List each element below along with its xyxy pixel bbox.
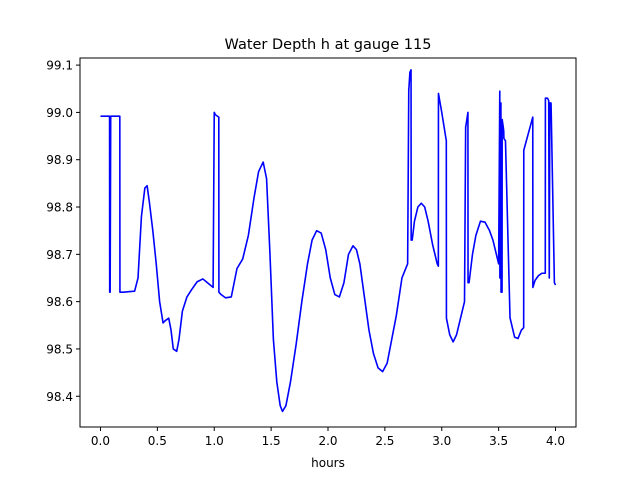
x-tick-label: 2.5 [375, 434, 394, 448]
x-tick-label: 1.0 [205, 434, 224, 448]
x-axis-ticks: 0.0 0.5 1.0 1.5 2.0 2.5 3.0 3.5 4.0 [91, 427, 565, 448]
y-tick-label: 98.8 [46, 201, 73, 215]
series-line-0 [100, 69, 557, 413]
y-tick-label: 98.4 [46, 390, 73, 404]
x-tick-label: 0.5 [148, 434, 167, 448]
y-tick-label: 98.6 [46, 295, 73, 309]
y-tick-label: 98.7 [46, 248, 73, 262]
plot-area: 0.0 0.5 1.0 1.5 2.0 2.5 3.0 3.5 4.0 98.4 98.5 98.6… [46, 57, 577, 448]
x-tick-label: 0.0 [91, 434, 110, 448]
series-layer [100, 69, 557, 413]
x-tick-label: 3.5 [489, 434, 508, 448]
y-tick-label: 99.0 [46, 106, 73, 120]
y-tick-label: 98.5 [46, 342, 73, 356]
x-tick-label: 4.0 [546, 434, 565, 448]
y-tick-label: 98.9 [46, 153, 73, 167]
y-tick-label: 99.1 [46, 59, 73, 73]
x-tick-label: 3.0 [432, 434, 451, 448]
chart-title: Water Depth h at gauge 115 [225, 37, 432, 53]
x-axis-label: hours [311, 456, 345, 470]
x-tick-label: 1.5 [262, 434, 281, 448]
x-tick-label: 2.0 [318, 434, 337, 448]
y-axis-ticks: 98.4 98.5 98.6 98.7 98.8 98.9 99.0 99.1 [46, 59, 80, 404]
